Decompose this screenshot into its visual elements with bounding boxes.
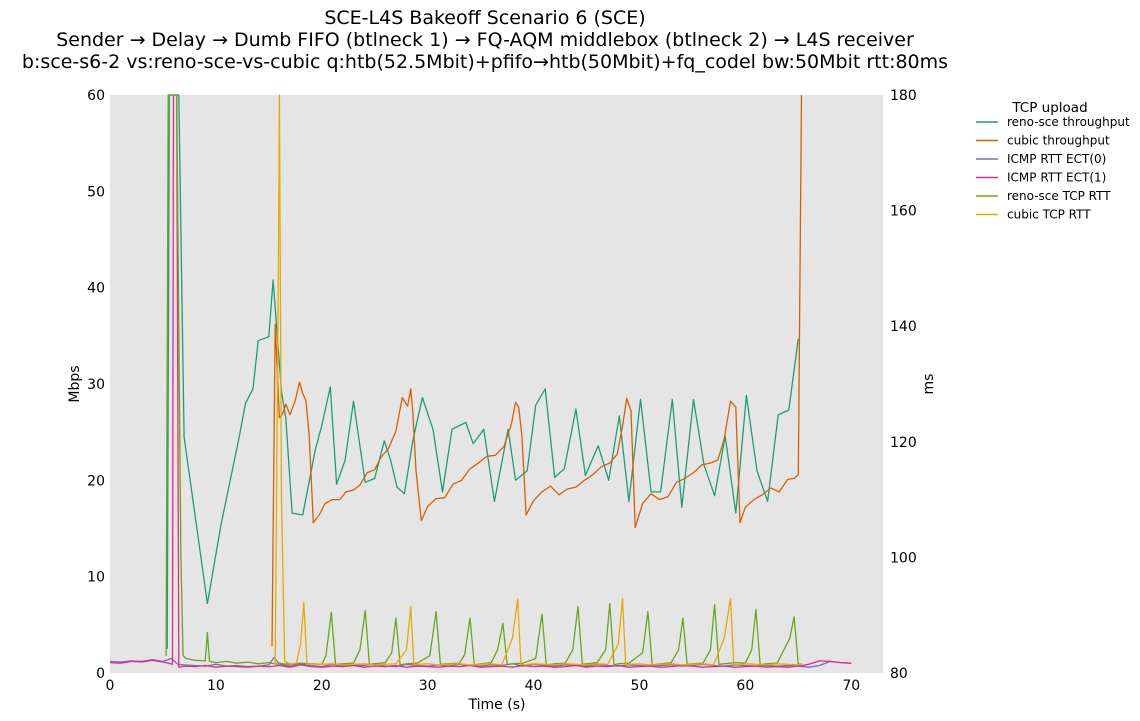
series-layer [109, 94, 852, 668]
legend-label: ICMP RTT ECT(1) [1007, 171, 1106, 185]
left-axis-label: Mbps [67, 365, 83, 402]
legend-item: ICMP RTT ECT(0) [976, 152, 1106, 166]
x-tick-label: 20 [313, 678, 331, 694]
x-tick-label: 30 [419, 678, 437, 694]
x-tick-label: 0 [106, 678, 115, 694]
legend-items: reno-sce throughput cubic throughput ICMP … [976, 115, 1130, 222]
right-tick-label: 120 [890, 435, 917, 451]
legend-label: cubic TCP RTT [1007, 208, 1091, 222]
right-axis-label: ms [921, 374, 937, 395]
right-axis-ticks: 80 100 120 140 160 180 [890, 88, 917, 682]
left-tick-label: 60 [87, 88, 105, 104]
chart-title: SCE-L4S Bakeoff Scenario 6 (SCE) Sender … [22, 7, 948, 73]
x-tick-label: 70 [842, 678, 860, 694]
x-tick-label: 40 [525, 678, 543, 694]
chart-title-line-3: b:sce-s6-2 vs:reno-sce-vs-cubic q:htb(52… [22, 51, 948, 73]
legend: TCP upload reno-sce throughput cubic thro… [976, 100, 1130, 222]
left-tick-label: 40 [87, 281, 105, 297]
x-tick-label: 60 [736, 678, 754, 694]
legend-item: cubic TCP RTT [976, 208, 1091, 222]
right-tick-label: 80 [890, 666, 908, 682]
chart-title-line-2: Sender → Delay → Dumb FIFO (btlneck 1) →… [56, 29, 914, 51]
plot-area [110, 95, 883, 673]
chart-title-line-1: SCE-L4S Bakeoff Scenario 6 (SCE) [324, 7, 645, 29]
series-line-icmp-rtt-ect-1 [109, 94, 852, 668]
left-tick-label: 50 [87, 184, 105, 200]
legend-label: cubic throughput [1007, 134, 1110, 148]
left-tick-label: 20 [87, 473, 105, 489]
legend-item: cubic throughput [976, 134, 1110, 148]
x-tick-label: 10 [207, 678, 225, 694]
right-tick-label: 100 [890, 550, 917, 566]
left-tick-label: 10 [87, 570, 105, 586]
series-line-cubic-tcp-rtt [274, 94, 802, 666]
series-line-cubic-throughput [271, 94, 803, 647]
x-axis-ticks: 0 10 20 30 40 50 60 70 [106, 678, 861, 694]
legend-label: reno-sce throughput [1007, 115, 1130, 129]
legend-label: ICMP RTT ECT(0) [1007, 152, 1106, 166]
legend-item: reno-sce throughput [976, 115, 1130, 129]
legend-item: reno-sce TCP RTT [976, 189, 1111, 203]
left-tick-label: 30 [87, 377, 105, 393]
legend-item: ICMP RTT ECT(1) [976, 171, 1106, 185]
right-tick-label: 160 [890, 204, 917, 220]
right-tick-label: 140 [890, 319, 917, 335]
legend-title: TCP upload [1011, 100, 1087, 116]
left-tick-label: 0 [96, 666, 105, 682]
x-tick-label: 50 [631, 678, 649, 694]
legend-label: reno-sce TCP RTT [1007, 189, 1111, 203]
series-line-reno-sce-throughput [166, 94, 799, 649]
right-tick-label: 180 [890, 88, 917, 104]
x-axis-label: Time (s) [468, 697, 526, 713]
left-axis-ticks: 0 10 20 30 40 50 60 [87, 88, 105, 682]
